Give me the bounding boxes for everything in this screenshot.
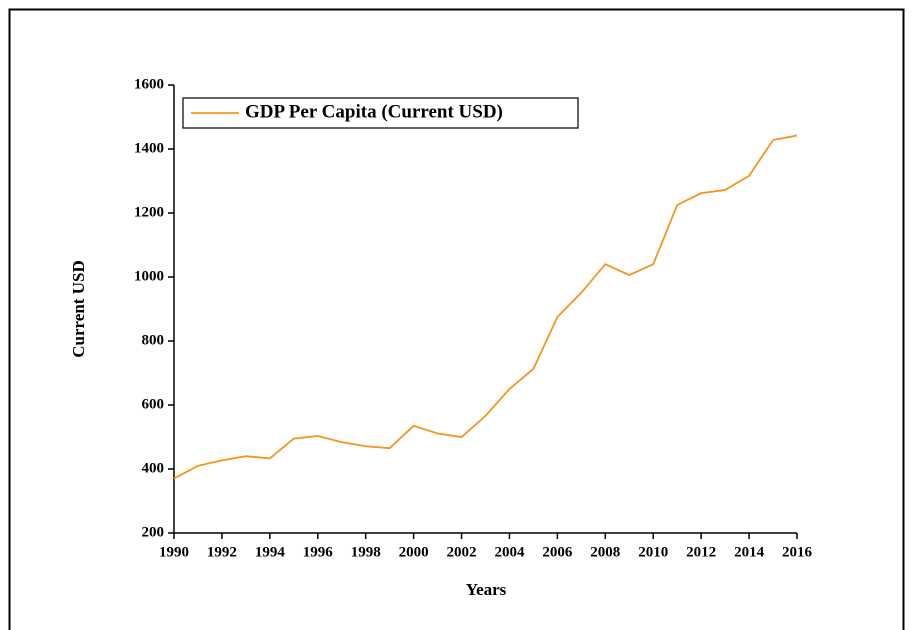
y-axis-label: Current USD: [69, 260, 88, 357]
legend-label: GDP Per Capita (Current USD): [245, 101, 503, 122]
x-tick-label: 2002: [447, 544, 477, 560]
x-axis-label: Years: [466, 580, 507, 599]
x-tick-label: 1994: [255, 544, 286, 560]
y-tick-label: 200: [142, 524, 165, 540]
x-tick-label: 2008: [590, 544, 620, 560]
y-tick-label: 800: [142, 332, 165, 348]
x-tick-label: 1996: [303, 544, 334, 560]
x-tick-label: 2016: [782, 544, 813, 560]
y-tick-label: 600: [142, 396, 165, 412]
series-line: [173, 134, 798, 480]
x-tick-label: 1990: [159, 544, 189, 560]
x-tick-label: 2010: [638, 544, 668, 560]
y-tick-label: 400: [142, 460, 165, 476]
x-tick-label: 1992: [207, 544, 237, 560]
x-tick-label: 2014: [734, 544, 765, 560]
legend-box: [182, 97, 579, 129]
x-tick-label: 1998: [351, 544, 381, 560]
y-tick-label: 1200: [134, 204, 164, 220]
x-tick-label: 2012: [686, 544, 716, 560]
y-tick-label: 1600: [134, 76, 164, 92]
x-tick-label: 2006: [542, 544, 573, 560]
x-tick-label: 2000: [399, 544, 429, 560]
x-tick-label: 2004: [494, 544, 525, 560]
frame: [8, 8, 905, 630]
y-tick-label: 1400: [134, 140, 164, 156]
y-tick-label: 1000: [134, 268, 164, 284]
